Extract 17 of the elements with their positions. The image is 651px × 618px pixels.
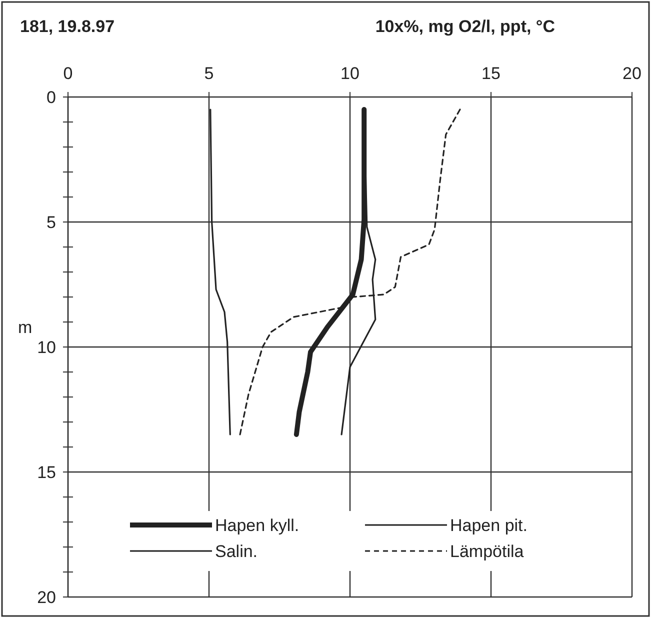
y-tick-label: 15 bbox=[37, 462, 56, 482]
legend-label: Lämpötila bbox=[450, 542, 524, 561]
y-tick-label: 0 bbox=[46, 88, 56, 107]
y-tick-label: 20 bbox=[37, 588, 56, 607]
chart-title: 181, 19.8.97 bbox=[20, 17, 115, 36]
x-tick-label: 10 bbox=[340, 64, 360, 83]
legend-label: Hapen kyll. bbox=[215, 516, 300, 535]
x-tick-label: 5 bbox=[204, 64, 214, 83]
x-axis-title: 10x%, mg O2/l, ppt, °C bbox=[375, 17, 555, 36]
legend-label: Hapen pit. bbox=[450, 516, 528, 535]
y-tick-label: 10 bbox=[37, 338, 56, 357]
x-tick-label: 15 bbox=[482, 64, 500, 83]
x-tick-label: 20 bbox=[622, 64, 642, 83]
y-axis-title: m bbox=[18, 318, 32, 337]
x-tick-label: 0 bbox=[63, 64, 73, 83]
legend-label: Salin. bbox=[215, 542, 258, 561]
y-tick-label: 5 bbox=[46, 212, 56, 232]
